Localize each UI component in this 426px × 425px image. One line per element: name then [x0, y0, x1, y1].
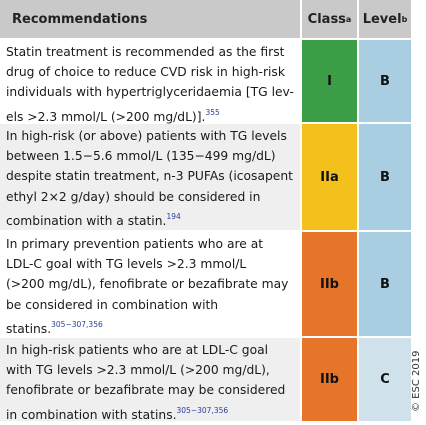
text: statins.	[6, 321, 52, 336]
text-line: fenofibrate or bezafibrate may be consid…	[6, 380, 300, 400]
text-line: In high-risk patients who are at LDL-C g…	[6, 340, 300, 360]
text: individuals with hypertriglyceridaemia […	[6, 85, 294, 100]
copyright: © ESC 2019	[411, 350, 422, 412]
text-line: In primary prevention patients who are a…	[6, 234, 300, 254]
text-line: combination with a statin.194	[6, 207, 300, 231]
recommendation-cell: In primary prevention patients who are a…	[0, 232, 300, 336]
text: In primary prevention patients who are a…	[6, 237, 264, 251]
reference: 355	[205, 107, 220, 117]
text: els >2.3 mmol/L (>200 mg/dL)].	[6, 109, 206, 124]
recommendation-cell: In high-risk (or above) patients with TG…	[0, 124, 300, 230]
text: ethyl 2×2 g/day) should be considered in	[6, 189, 261, 204]
header-text: Recommendations	[12, 11, 148, 27]
level-cell: B	[359, 124, 411, 230]
header-text: Level	[362, 11, 402, 27]
text: despite statin treatment, n-3 PUFAs (ico…	[6, 169, 293, 184]
recommendation-cell: In high-risk patients who are at LDL-C g…	[0, 338, 300, 422]
text-line: with TG levels >2.3 mmol/L (>200 mg/dL),	[6, 360, 300, 380]
level-cell: B	[359, 232, 411, 336]
text-line: be considered in combination with	[6, 295, 300, 315]
class-cell: IIb	[302, 232, 357, 336]
text: (>200 mg/dL), fenofibrate or bezafibrate…	[6, 277, 289, 292]
text-line: despite statin treatment, n-3 PUFAs (ico…	[6, 166, 300, 186]
text: with TG levels >2.3 mmol/L (>200 mg/dL),	[6, 363, 270, 378]
class-text: IIb	[320, 276, 339, 292]
reference: 305−307,356	[176, 405, 229, 415]
header-class: Class a	[302, 0, 357, 38]
text-line: Statin treatment is recommended as the f…	[6, 42, 300, 62]
class-cell: IIa	[302, 124, 357, 230]
text: in combination with statins.	[6, 407, 177, 422]
text: In high-risk (or above) patients with TG…	[6, 129, 287, 143]
text-line: between 1.5−5.6 mmol/L (135−499 mg/dL)	[6, 146, 300, 166]
text-line: In high-risk (or above) patients with TG…	[6, 126, 300, 146]
level-cell: C	[359, 338, 411, 421]
text-line: LDL-C goal with TG levels >2.3 mmol/L	[6, 254, 300, 274]
text: Statin treatment is recommended as the f…	[6, 45, 285, 59]
footnote-mark: a	[345, 14, 352, 24]
recommendation-cell: Statin treatment is recommended as the f…	[0, 40, 300, 124]
text-line: els >2.3 mmol/L (>200 mg/dL)].355	[6, 103, 300, 127]
footnote-mark: b	[401, 14, 408, 24]
text: drug of choice to reduce CVD risk in hig…	[6, 65, 285, 80]
reference: 305−307,356	[51, 319, 103, 329]
text-line: drug of choice to reduce CVD risk in hig…	[6, 62, 300, 82]
class-text: I	[327, 73, 332, 89]
level-cell: B	[359, 40, 411, 122]
class-text: IIb	[320, 372, 339, 387]
level-text: B	[380, 276, 390, 292]
text-line: ethyl 2×2 g/day) should be considered in	[6, 187, 300, 207]
level-text: C	[380, 372, 390, 387]
text-line: in combination with statins.305−307,356	[6, 401, 300, 425]
class-text: IIa	[320, 169, 339, 185]
text-line: statins.305−307,356	[6, 315, 300, 339]
reference: 194	[166, 211, 181, 221]
level-text: B	[380, 169, 390, 185]
text: LDL-C goal with TG levels >2.3 mmol/L	[6, 257, 247, 272]
text-line: (>200 mg/dL), fenofibrate or bezafibrate…	[6, 274, 300, 294]
text-line: individuals with hypertriglyceridaemia […	[6, 82, 300, 102]
text: combination with a statin.	[6, 213, 167, 228]
class-cell: I	[302, 40, 357, 122]
header-level: Level b	[359, 0, 411, 38]
text: be considered in combination with	[6, 297, 219, 312]
text: In high-risk patients who are at LDL-C g…	[6, 343, 269, 357]
header-recommendations: Recommendations	[0, 0, 300, 38]
class-cell: IIb	[302, 338, 357, 421]
header-text: Class	[307, 11, 346, 27]
text: fenofibrate or bezafibrate may be consid…	[6, 383, 286, 398]
level-text: B	[380, 73, 390, 89]
text: between 1.5−5.6 mmol/L (135−499 mg/dL)	[6, 149, 276, 164]
